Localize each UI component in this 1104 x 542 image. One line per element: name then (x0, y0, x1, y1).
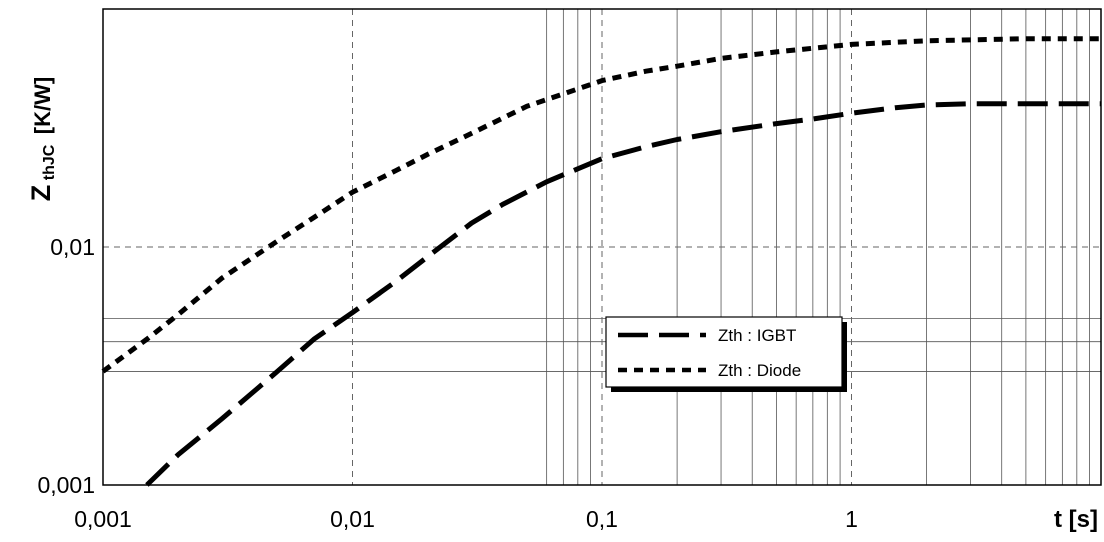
major-gridlines (103, 9, 1101, 485)
y-axis-title-unit: [K/W] (30, 77, 55, 134)
series-lines (101, 36, 1101, 487)
x-tick-label: 0,1 (586, 506, 618, 532)
series-line-1 (101, 36, 1101, 374)
y-tick-label: 0,001 (37, 472, 95, 498)
legend-label-igbt: Zth : IGBT (718, 326, 796, 345)
legend-label-diode: Zth : Diode (718, 361, 801, 380)
legend-box (605, 316, 843, 388)
plot-area-frame (102, 8, 1102, 486)
y-axis-title-subscript: thJC (41, 144, 58, 180)
x-tick-labels: 0,001 0,01 0,1 1 (74, 506, 858, 532)
legend: Zth : IGBT Zth : Diode (605, 316, 847, 392)
y-tick-labels: 0,001 0,01 (37, 234, 95, 498)
y-tick-label: 0,01 (50, 234, 95, 260)
x-tick-label: 1 (845, 506, 858, 532)
x-axis-title: t [s] (1054, 506, 1098, 533)
x-tick-label: 0,01 (330, 506, 375, 532)
series-line-0 (145, 101, 1101, 487)
y-axis-title: Z thJC [K/W] (26, 77, 58, 201)
x-tick-label: 0,001 (74, 506, 132, 532)
y-axis-title-main: Z (26, 185, 56, 202)
